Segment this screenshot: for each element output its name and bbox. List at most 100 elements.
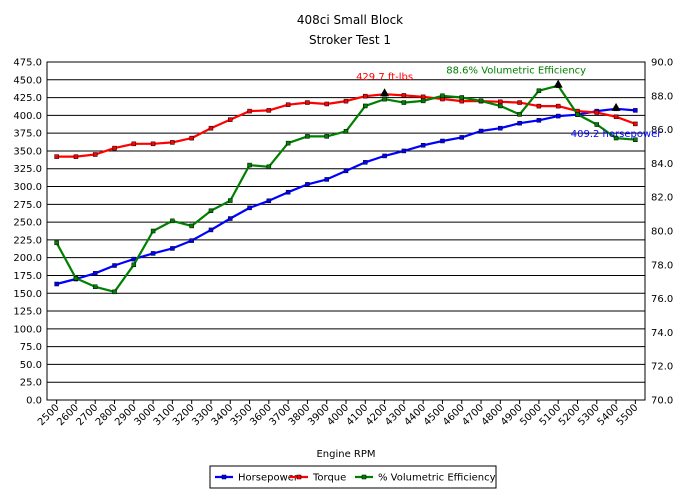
data-point	[266, 108, 272, 113]
data-point	[440, 93, 445, 99]
data-point	[247, 108, 252, 114]
peak-marker	[553, 79, 563, 88]
data-point	[324, 134, 329, 139]
data-point	[613, 114, 619, 120]
right-axis-tick-label: 90.0	[651, 58, 673, 69]
data-point	[305, 182, 310, 187]
data-point	[555, 113, 561, 119]
data-point	[189, 135, 194, 141]
data-point	[285, 140, 291, 146]
data-point	[305, 134, 310, 139]
data-point	[517, 120, 522, 126]
data-point	[363, 103, 368, 109]
right-axis-tick-label: 88.0	[651, 91, 673, 102]
peak-marker	[380, 88, 390, 97]
data-point	[150, 251, 156, 256]
data-point	[401, 100, 407, 105]
data-point	[498, 99, 503, 105]
data-point	[594, 122, 600, 127]
left-axis-tick-label: 300.0	[13, 182, 42, 193]
left-axis-tick-label: 50.0	[20, 360, 42, 371]
data-point	[401, 148, 407, 154]
data-point	[517, 100, 522, 105]
data-point	[324, 101, 329, 107]
data-point	[150, 141, 156, 147]
left-axis-tick-label: 225.0	[13, 235, 42, 246]
left-axis-tick-label: 75.0	[20, 342, 42, 353]
data-point	[498, 125, 503, 131]
data-point	[131, 141, 137, 147]
data-point	[382, 96, 387, 102]
chart-subtitle: Stroker Test 1	[309, 33, 391, 47]
data-point	[266, 198, 272, 204]
legend-swatch-marker	[296, 474, 302, 480]
data-point	[92, 284, 98, 290]
data-point	[517, 112, 522, 117]
annotations: 429.7 ft-lbs 88.6% Volumetric Efficiency 4…	[356, 66, 662, 140]
series-lines	[54, 83, 638, 295]
data-point	[54, 154, 59, 159]
peak-annotation: 409.2 horsepower	[571, 129, 663, 140]
data-point	[228, 198, 233, 203]
data-point	[92, 152, 98, 157]
data-point	[208, 125, 214, 131]
data-point	[613, 135, 619, 141]
right-axis-tick-label: 82.0	[651, 193, 673, 204]
data-point	[228, 117, 233, 122]
right-axis-tick-label: 70.0	[651, 396, 673, 407]
legend-box	[209, 465, 497, 489]
data-point	[633, 137, 638, 142]
legend-label: % Volumetric Efficiency	[378, 473, 496, 484]
data-point	[92, 271, 98, 276]
data-point	[478, 128, 484, 134]
left-axis-tick-label: 0.0	[26, 396, 42, 407]
data-point	[305, 100, 310, 105]
data-point	[285, 102, 291, 107]
right-axis-tick-labels: 70.0 72.0 74.0 76.0 78.0 80.0 82.0 84.0 86.0 88.0…	[651, 58, 673, 407]
data-point	[112, 263, 117, 268]
data-point	[440, 138, 445, 144]
left-axis-tick-label: 425.0	[13, 93, 42, 104]
data-point	[459, 135, 464, 140]
right-axis-tick-label: 84.0	[651, 159, 673, 170]
data-point	[170, 140, 175, 145]
data-point	[73, 154, 79, 159]
data-point	[382, 153, 387, 159]
data-point	[247, 162, 252, 168]
data-point	[420, 98, 426, 104]
left-axis-tick-label: 200.0	[13, 253, 42, 264]
right-axis-tick-label: 72.0	[651, 362, 673, 373]
data-point	[189, 238, 194, 243]
data-point	[459, 95, 464, 100]
data-point	[170, 246, 175, 251]
data-point	[324, 177, 329, 182]
left-axis-tick-label: 150.0	[13, 289, 42, 300]
data-point	[536, 103, 542, 109]
left-axis-tick-label: 250.0	[13, 218, 42, 229]
data-point	[170, 218, 175, 224]
x-axis-label: Engine RPM	[316, 449, 375, 460]
data-point	[266, 164, 272, 170]
data-point	[208, 208, 214, 213]
data-point	[536, 118, 542, 123]
data-point	[363, 160, 368, 165]
left-axis-tick-label: 125.0	[13, 307, 42, 318]
data-point	[189, 223, 194, 229]
right-axis-tick-label: 74.0	[651, 328, 673, 339]
data-point	[343, 98, 349, 104]
right-axis-tick-label: 86.0	[651, 125, 673, 136]
data-point	[54, 240, 59, 246]
data-point	[401, 93, 407, 98]
left-axis-tick-label: 100.0	[13, 324, 42, 335]
peak-annotation: 429.7 ft-lbs	[356, 72, 413, 83]
legend-label: Horsepower	[238, 473, 299, 484]
left-axis-tick-label: 375.0	[13, 129, 42, 140]
data-point	[498, 103, 503, 109]
right-axis-tick-label: 76.0	[651, 294, 673, 305]
data-point	[54, 281, 59, 287]
data-point	[150, 228, 156, 234]
data-point	[73, 276, 79, 281]
left-axis-tick-label: 400.0	[13, 111, 42, 122]
data-point	[420, 143, 426, 148]
peak-marker	[611, 102, 621, 111]
